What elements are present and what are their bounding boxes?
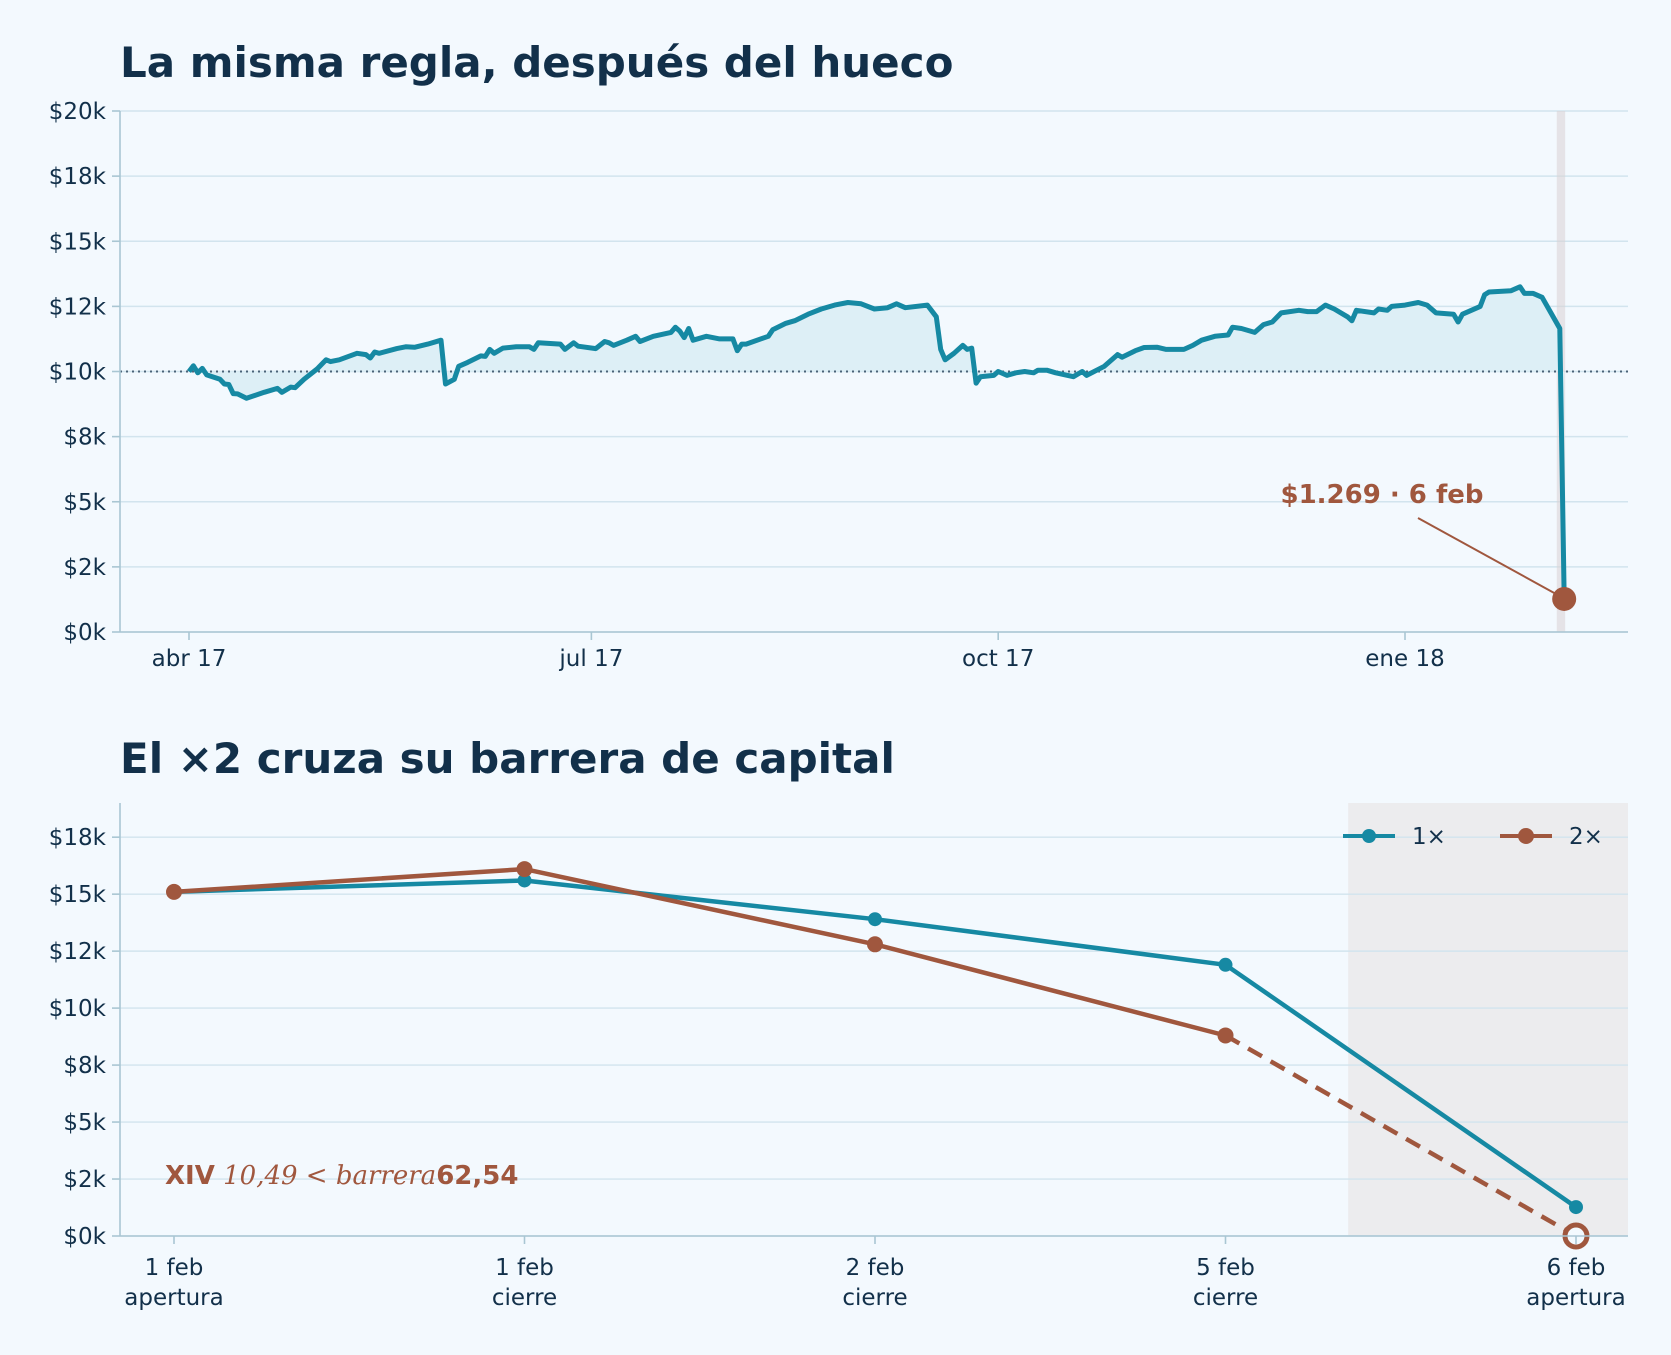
- top-y-tick-label: $5k: [63, 490, 106, 516]
- bottom-y-tick-label: $10k: [49, 996, 107, 1022]
- series-dashed-segment-2: [1224, 1033, 1578, 1238]
- bottom-x-tick-label: 6 feb apertura: [1526, 1255, 1625, 1311]
- top-x-tick-label: jul 17: [558, 646, 623, 672]
- bottom-chart-annotation: XIV 10,49 < barrera62,54: [165, 1161, 518, 1191]
- legend-label-2x: 2×: [1569, 824, 1603, 850]
- series-point: [868, 912, 882, 927]
- bottom-chart-shaded-span: [1348, 803, 1628, 1236]
- top-y-tick-label: $0k: [63, 620, 106, 646]
- annotation-ticker: XIV: [165, 1161, 215, 1191]
- top-x-tick-label: oct 17: [962, 646, 1034, 672]
- top-y-tick-label: $10k: [49, 360, 107, 386]
- series-point: [517, 873, 532, 888]
- top-y-tick-label: $18k: [49, 164, 107, 190]
- bottom-chart: El ×2 cruza su barrera de capital $0k $2k…: [49, 734, 1628, 1311]
- series-point: [516, 861, 533, 878]
- top-x-tick-label: ene 18: [1365, 646, 1444, 672]
- top-x-tick-label: abr 17: [152, 646, 227, 672]
- top-chart-area-fill: [189, 286, 1565, 599]
- bottom-x-tick-label: 2 feb cierre: [842, 1255, 907, 1311]
- top-chart-annotation-leader: [1417, 517, 1555, 594]
- legend-marker-1x: [1362, 829, 1376, 843]
- bottom-y-tick-label: $5k: [63, 1110, 106, 1136]
- top-y-tick-label: $2k: [63, 555, 106, 581]
- bottom-chart-title: El ×2 cruza su barrera de capital: [120, 734, 895, 783]
- bottom-y-tick-label: $15k: [49, 882, 107, 908]
- top-chart: La misma regla, después del hueco $1.269…: [49, 38, 1628, 672]
- series-point: [1218, 957, 1233, 972]
- series-point: [1217, 1027, 1234, 1044]
- series-line-2: [173, 866, 1227, 1038]
- annotation-barrier-value: 62,54: [436, 1161, 518, 1191]
- series-point: [867, 936, 883, 953]
- series-point: [166, 883, 182, 900]
- series-point: [1569, 1200, 1583, 1215]
- bottom-y-tick-label: $0k: [63, 1224, 106, 1250]
- bottom-x-tick-label: 1 feb apertura: [124, 1255, 223, 1311]
- top-chart-series-line: [187, 284, 1567, 599]
- top-y-tick-label: $20k: [49, 99, 107, 125]
- top-chart-final-point: [1552, 586, 1577, 611]
- bottom-chart-legend: 1× 2×: [1343, 824, 1603, 850]
- bottom-y-tick-label: $18k: [49, 825, 107, 851]
- bottom-chart-axes: $0k $2k $5k $8k $10k $12k $15k $18k 1 feb apertur…: [49, 803, 1628, 1311]
- top-chart-annotation: $1.269 · 6 feb: [1280, 480, 1483, 510]
- bottom-y-tick-label: $8k: [63, 1053, 106, 1079]
- top-y-tick-label: $12k: [49, 294, 107, 320]
- bottom-y-tick-label: $12k: [49, 939, 107, 965]
- top-y-tick-label: $8k: [63, 425, 106, 451]
- annotation-condition: 10,49 < barrera: [215, 1161, 436, 1191]
- top-chart-axes: $0k $2k $5k $8k $10k $12k $15k $18k $20k abr 17 ju…: [49, 99, 1628, 672]
- legend-label-1x: 1×: [1412, 824, 1446, 850]
- legend-marker-2x: [1518, 828, 1534, 844]
- bottom-x-tick-label: 1 feb cierre: [492, 1255, 557, 1311]
- bottom-x-tick-label: 5 feb cierre: [1193, 1255, 1258, 1311]
- bottom-chart-series: [166, 861, 1590, 1250]
- top-y-tick-label: $15k: [49, 229, 107, 255]
- top-chart-title: La misma regla, después del hueco: [120, 38, 953, 87]
- bottom-y-tick-label: $2k: [63, 1167, 106, 1193]
